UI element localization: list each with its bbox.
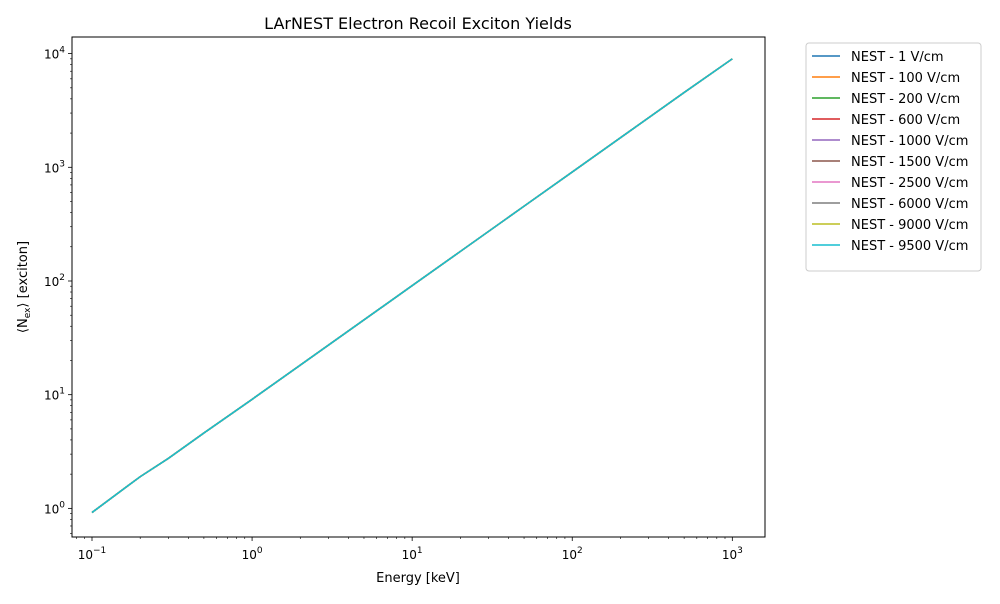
x-tick-label-2: 101 [402,546,423,562]
chart-title: LArNEST Electron Recoil Exciton Yields [264,14,572,33]
legend-label-8: NEST - 9000 V/cm [851,218,968,233]
legend-label-3: NEST - 600 V/cm [851,113,960,128]
y-tick-label-0: 100 [44,500,65,516]
x-tick-label-0: 10−1 [78,546,107,562]
x-tick-label-1: 100 [242,546,263,562]
y-tick-label-1: 101 [44,387,65,403]
y-axis-label: ⟨Nex⟩ [exciton] [16,241,33,333]
x-tick-label-3: 102 [562,546,583,562]
x-axis: 10−1 100 101 102 103 [76,537,743,562]
y-tick-label-4: 104 [44,46,65,62]
y-tick-label-2: 102 [44,273,65,289]
legend-label-4: NEST - 1000 V/cm [851,134,968,149]
legend: NEST - 1 V/cm NEST - 100 V/cm NEST - 200 V… [805,42,982,272]
y-tick-label-3: 103 [44,159,65,175]
series-lines [91,58,733,514]
legend-label-7: NEST - 6000 V/cm [851,197,968,212]
legend-label-6: NEST - 2500 V/cm [851,176,968,191]
y-axis: 100 101 102 103 104 [44,46,72,534]
legend-label-2: NEST - 200 V/cm [851,92,960,107]
plot-frame [71,36,766,538]
legend-frame [805,42,982,272]
x-tick-label-4: 103 [722,546,743,562]
legend-label-0: NEST - 1 V/cm [851,50,944,65]
legend-label-9: NEST - 9500 V/cm [851,239,968,254]
legend-label-5: NEST - 1500 V/cm [851,155,968,170]
x-axis-label: Energy [keV] [376,571,460,586]
legend-label-1: NEST - 100 V/cm [851,71,960,86]
series-line-9 [91,58,733,514]
